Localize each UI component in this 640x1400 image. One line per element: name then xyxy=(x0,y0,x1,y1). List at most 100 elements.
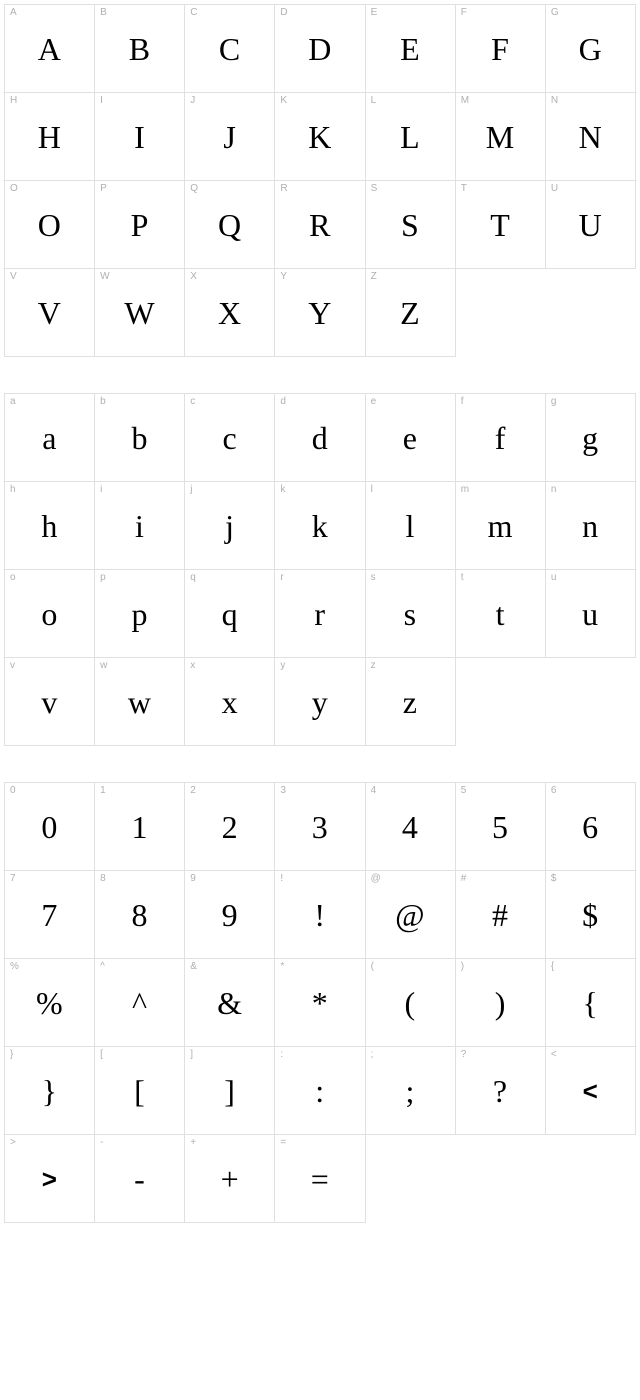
glyph-cell[interactable]: uu xyxy=(546,570,636,658)
glyph-cell[interactable]: RR xyxy=(275,181,365,269)
glyph-cell[interactable]: UU xyxy=(546,181,636,269)
glyph-cell[interactable]: ww xyxy=(95,658,185,746)
glyph-cell[interactable]: @@ xyxy=(366,871,456,959)
glyph-cell[interactable]: ii xyxy=(95,482,185,570)
glyph-cell[interactable]: BB xyxy=(95,5,185,93)
glyph-cell[interactable]: dd xyxy=(275,394,365,482)
glyph-cell[interactable]: ;; xyxy=(366,1047,456,1135)
glyph-cell[interactable]: 77 xyxy=(5,871,95,959)
glyph-key-label: % xyxy=(10,962,19,972)
glyph-cell[interactable]: HH xyxy=(5,93,95,181)
glyph-cell[interactable]: 66 xyxy=(546,783,636,871)
glyph-cell[interactable]: PP xyxy=(95,181,185,269)
glyph-cell[interactable]: 33 xyxy=(275,783,365,871)
glyph-cell[interactable]: nn xyxy=(546,482,636,570)
glyph-cell[interactable]: && xyxy=(185,959,275,1047)
glyph-cell[interactable]: [[ xyxy=(95,1047,185,1135)
glyph-cell[interactable]: XX xyxy=(185,269,275,357)
glyph-cell[interactable]: qq xyxy=(185,570,275,658)
glyph-cell[interactable]: VV xyxy=(5,269,95,357)
glyph-cell[interactable]: CC xyxy=(185,5,275,93)
glyph-cell[interactable]: DD xyxy=(275,5,365,93)
glyph-cell[interactable]: yy xyxy=(275,658,365,746)
glyph-cell[interactable]: JJ xyxy=(185,93,275,181)
glyph-cell[interactable]: 22 xyxy=(185,783,275,871)
glyph-cell[interactable]: $$ xyxy=(546,871,636,959)
glyph-key-label: 3 xyxy=(280,786,286,796)
glyph-cell[interactable]: hh xyxy=(5,482,95,570)
glyph-key-label: K xyxy=(280,96,287,106)
glyph-cell[interactable]: 44 xyxy=(366,783,456,871)
glyph-cell[interactable]: :: xyxy=(275,1047,365,1135)
glyph-cell[interactable]: ** xyxy=(275,959,365,1047)
glyph-cell[interactable]: II xyxy=(95,93,185,181)
glyph-cell[interactable]: oo xyxy=(5,570,95,658)
glyph-cell[interactable]: zz xyxy=(366,658,456,746)
glyph-cell[interactable]: ]] xyxy=(185,1047,275,1135)
glyph-display: H xyxy=(38,121,62,153)
glyph-cell[interactable]: -- xyxy=(95,1135,185,1223)
glyph-cell[interactable]: pp xyxy=(95,570,185,658)
glyph-cell[interactable]: NN xyxy=(546,93,636,181)
glyph-cell[interactable]: )) xyxy=(456,959,546,1047)
glyph-cell[interactable]: QQ xyxy=(185,181,275,269)
glyph-cell[interactable]: OO xyxy=(5,181,95,269)
glyph-cell[interactable]: KK xyxy=(275,93,365,181)
glyph-cell[interactable]: ll xyxy=(366,482,456,570)
glyph-cell[interactable]: 99 xyxy=(185,871,275,959)
glyph-cell[interactable]: }} xyxy=(5,1047,95,1135)
glyph-display: 0 xyxy=(41,811,58,843)
glyph-key-label: X xyxy=(190,272,197,282)
glyph-cell[interactable]: %% xyxy=(5,959,95,1047)
glyph-display: X xyxy=(218,297,242,329)
glyph-cell[interactable]: TT xyxy=(456,181,546,269)
glyph-cell[interactable]: == xyxy=(275,1135,365,1223)
glyph-cell[interactable]: ++ xyxy=(185,1135,275,1223)
glyph-cell[interactable]: ## xyxy=(456,871,546,959)
glyph-cell[interactable]: vv xyxy=(5,658,95,746)
glyph-cell[interactable]: WW xyxy=(95,269,185,357)
glyph-display: { xyxy=(582,987,598,1019)
glyph-cell[interactable]: cc xyxy=(185,394,275,482)
glyph-key-label: $ xyxy=(551,874,557,884)
glyph-cell[interactable]: EE xyxy=(366,5,456,93)
glyph-key-label: R xyxy=(280,184,287,194)
glyph-cell[interactable]: >> xyxy=(5,1135,95,1223)
glyph-cell[interactable]: AA xyxy=(5,5,95,93)
glyph-cell[interactable]: ZZ xyxy=(366,269,456,357)
glyph-cell[interactable]: mm xyxy=(456,482,546,570)
glyph-cell[interactable]: << xyxy=(546,1047,636,1135)
glyph-cell[interactable]: MM xyxy=(456,93,546,181)
glyph-cell[interactable]: 88 xyxy=(95,871,185,959)
glyph-cell[interactable]: ^^ xyxy=(95,959,185,1047)
glyph-cell[interactable]: {{ xyxy=(546,959,636,1047)
glyph-cell[interactable]: 55 xyxy=(456,783,546,871)
glyph-cell[interactable]: ee xyxy=(366,394,456,482)
glyph-cell[interactable]: ff xyxy=(456,394,546,482)
glyph-cell[interactable]: !! xyxy=(275,871,365,959)
glyph-display: n xyxy=(582,510,599,542)
glyph-cell[interactable]: LL xyxy=(366,93,456,181)
glyph-cell[interactable]: aa xyxy=(5,394,95,482)
glyph-grid: 00112233445566 778899!!@@##$$%%^^&&**(())… xyxy=(4,782,636,1223)
glyph-cell[interactable]: tt xyxy=(456,570,546,658)
glyph-cell[interactable]: YY xyxy=(275,269,365,357)
glyph-cell[interactable]: 11 xyxy=(95,783,185,871)
glyph-cell[interactable]: GG xyxy=(546,5,636,93)
glyph-cell[interactable]: jj xyxy=(185,482,275,570)
glyph-cell[interactable]: 00 xyxy=(5,783,95,871)
glyph-cell[interactable]: (( xyxy=(366,959,456,1047)
glyph-key-label: o xyxy=(10,573,16,583)
glyph-cell[interactable]: ss xyxy=(366,570,456,658)
glyph-cell[interactable]: FF xyxy=(456,5,546,93)
glyph-cell[interactable]: bb xyxy=(95,394,185,482)
glyph-cell[interactable]: xx xyxy=(185,658,275,746)
glyph-cell[interactable]: SS xyxy=(366,181,456,269)
glyph-key-label: < xyxy=(551,1050,557,1060)
glyph-display: : xyxy=(315,1075,324,1107)
glyph-display: & xyxy=(217,987,242,1019)
glyph-cell[interactable]: rr xyxy=(275,570,365,658)
glyph-cell[interactable]: gg xyxy=(546,394,636,482)
glyph-cell[interactable]: kk xyxy=(275,482,365,570)
glyph-cell[interactable]: ?? xyxy=(456,1047,546,1135)
